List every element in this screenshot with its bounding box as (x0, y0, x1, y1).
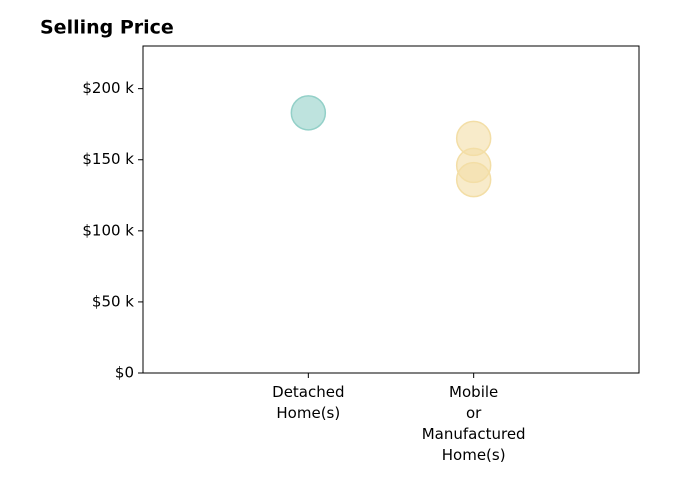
y-tick-label: $0 (115, 364, 134, 382)
x-tick-label-line: Home(s) (276, 404, 340, 422)
x-tick-label: Mobile or Manufactured Home(s) (422, 383, 526, 464)
y-tick-label: $50 k (92, 292, 134, 310)
plot-frame (142, 45, 640, 374)
y-tick-label: $200 k (82, 79, 134, 97)
y-tick-label: $100 k (82, 221, 134, 239)
x-tick-label-line: or (466, 404, 482, 422)
x-tick-label-line: Mobile (449, 383, 498, 401)
x-tick-label: Detached Home(s) (272, 383, 344, 422)
x-tick-label-line: Home(s) (442, 446, 506, 464)
x-tick-label-line: Detached (272, 383, 344, 401)
point (455, 161, 492, 198)
x-tick-label-line: Manufactured (422, 425, 526, 443)
y-tick-label: $150 k (82, 150, 134, 168)
point (290, 95, 327, 131)
chart-title: Selling Price (40, 17, 174, 39)
